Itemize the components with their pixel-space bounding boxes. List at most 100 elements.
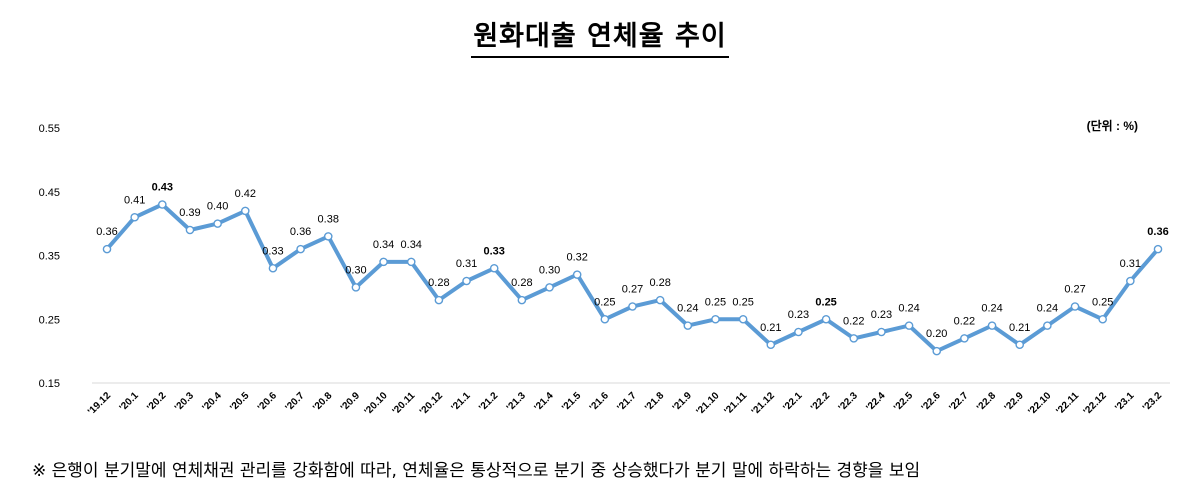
- x-tick-label: '20.2: [145, 390, 169, 414]
- data-point: [296, 244, 305, 254]
- data-point: [849, 334, 859, 343]
- x-tick-label: '22.9: [1003, 390, 1027, 414]
- data-label: 0.28: [428, 277, 449, 289]
- x-tick-label: '22.11: [1054, 390, 1081, 417]
- data-point: [960, 334, 969, 343]
- x-axis: '19.12'20.1'20.2'20.3'20.4'20.5'20.6'20.…: [86, 390, 1164, 417]
- data-point: [628, 302, 637, 311]
- data-label: 0.39: [179, 207, 200, 219]
- x-tick-label: '21.9: [671, 390, 695, 414]
- data-point: [1126, 276, 1135, 286]
- data-label: 0.21: [1009, 322, 1030, 334]
- x-tick-label: '20.10: [363, 390, 390, 417]
- data-label: 0.22: [954, 315, 975, 327]
- data-label: 0.33: [483, 245, 504, 257]
- data-point: [600, 314, 610, 324]
- x-tick-label: '20.6: [256, 390, 280, 414]
- y-tick-label: 0.15: [39, 378, 60, 390]
- data-point: [323, 232, 333, 241]
- data-point: [572, 270, 582, 279]
- data-point: [766, 340, 776, 350]
- chart-title-wrap: 원화대출 연체율 추이: [0, 14, 1200, 58]
- x-tick-label: '20.5: [228, 390, 252, 414]
- data-point: [517, 295, 527, 305]
- data-label: 0.24: [1037, 303, 1058, 315]
- x-tick-label: '19.12: [86, 390, 113, 417]
- data-point: [240, 206, 250, 216]
- data-label: 0.25: [1092, 296, 1113, 308]
- data-label: 0.24: [677, 303, 698, 315]
- data-label: 0.25: [815, 296, 836, 308]
- data-point: [711, 314, 720, 324]
- data-point: [655, 295, 665, 305]
- x-tick-label: '20.3: [173, 390, 197, 414]
- data-point: [821, 314, 831, 324]
- x-tick-label: '21.11: [722, 390, 749, 417]
- data-label: 0.40: [207, 201, 228, 213]
- data-point: [130, 212, 139, 222]
- data-label: 0.30: [539, 264, 560, 276]
- x-tick-label: '22.12: [1082, 390, 1109, 417]
- x-tick-label: '21.4: [532, 390, 556, 414]
- data-label: 0.42: [235, 188, 256, 200]
- data-point: [683, 321, 693, 330]
- data-point: [379, 257, 388, 267]
- data-point: [1070, 302, 1080, 311]
- data-point: [794, 327, 803, 337]
- data-point: [462, 276, 471, 286]
- data-point: [102, 244, 112, 254]
- x-tick-label: '21.1: [449, 390, 473, 414]
- x-tick-label: '21.8: [643, 390, 667, 414]
- data-point: [877, 327, 886, 337]
- x-tick-label: '21.2: [477, 390, 501, 414]
- data-point: [351, 283, 361, 292]
- x-tick-label: '20.8: [311, 390, 335, 414]
- data-point: [545, 283, 554, 292]
- x-tick-label: '22.2: [809, 390, 833, 414]
- data-point: [406, 257, 416, 267]
- data-label: 0.36: [1147, 226, 1168, 238]
- data-label: 0.31: [1120, 258, 1141, 270]
- data-label: 0.27: [1064, 284, 1085, 296]
- data-label: 0.34: [373, 239, 394, 251]
- data-label: 0.43: [152, 182, 173, 194]
- data-label: 0.24: [898, 303, 919, 315]
- data-point: [158, 200, 167, 209]
- data-point: [932, 346, 942, 356]
- data-label: 0.32: [566, 252, 587, 264]
- x-tick-label: '20.4: [201, 390, 225, 414]
- x-tick-label: '22.8: [975, 390, 999, 414]
- data-points: [102, 200, 1163, 356]
- x-tick-label: '23.2: [1141, 390, 1165, 414]
- data-label: 0.25: [594, 296, 615, 308]
- data-label: 0.36: [96, 226, 117, 238]
- footnote: ※ 은행이 분기말에 연체채권 관리를 강화함에 따라, 연체율은 통상적으로 …: [32, 461, 921, 481]
- x-tick-label: '22.4: [864, 390, 888, 414]
- unit-label: (단위 : %): [1087, 118, 1138, 133]
- x-tick-label: '20.7: [284, 390, 308, 414]
- x-tick-label: '20.11: [391, 390, 418, 417]
- data-label: 0.25: [705, 296, 726, 308]
- data-point: [987, 321, 997, 330]
- data-label: 0.28: [649, 277, 670, 289]
- y-tick-label: 0.55: [39, 123, 60, 135]
- data-point: [738, 314, 748, 324]
- data-point: [1015, 340, 1025, 350]
- x-tick-label: '21.6: [588, 390, 612, 414]
- data-point: [434, 295, 444, 305]
- x-tick-label: '22.6: [920, 390, 944, 414]
- data-label: 0.23: [788, 309, 809, 321]
- y-axis: 0.55 0.45 0.35 0.25 0.15: [39, 123, 60, 390]
- x-tick-label: '20.9: [339, 390, 363, 414]
- data-label: 0.20: [926, 328, 947, 340]
- data-label: 0.36: [290, 226, 311, 238]
- x-tick-label: '21.12: [750, 390, 777, 417]
- x-tick-label: '21.5: [560, 390, 584, 414]
- data-point: [268, 263, 278, 273]
- x-tick-label: '20.12: [418, 390, 445, 417]
- data-point: [1043, 321, 1052, 330]
- chart-title: 원화대출 연체율 추이: [471, 21, 729, 58]
- data-label: 0.34: [401, 239, 422, 251]
- x-tick-label: '22.1: [781, 390, 805, 414]
